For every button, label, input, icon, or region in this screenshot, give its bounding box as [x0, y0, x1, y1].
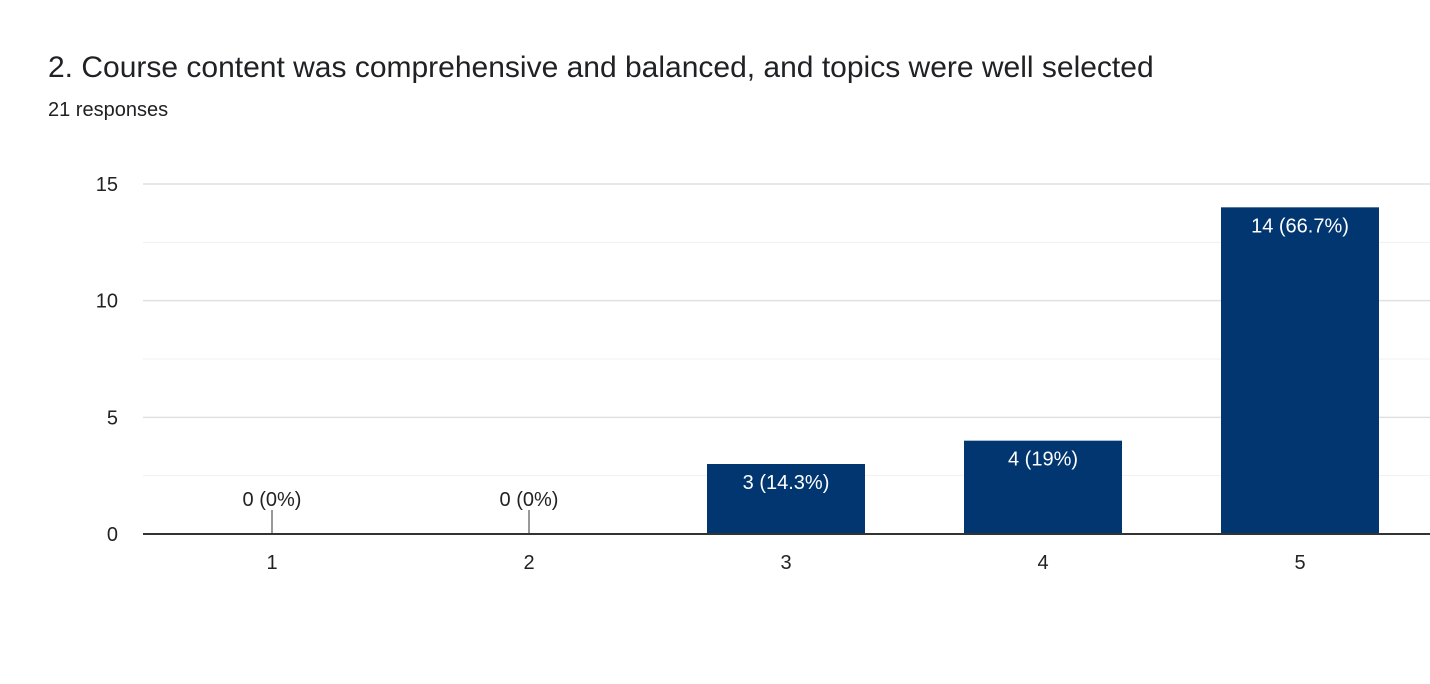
- x-tick-label: 3: [780, 552, 791, 574]
- bar: [1221, 207, 1379, 535]
- bar: [964, 440, 1122, 534]
- data-label: 0 (0%): [500, 489, 559, 511]
- x-tick-label: 5: [1294, 552, 1305, 574]
- x-tick-label: 2: [523, 552, 534, 574]
- bar: [707, 464, 865, 534]
- y-tick-label: 10: [96, 291, 118, 313]
- bars: 0 (0%) 0 (0%) 3 (14.3%) 4 (19%) 14 (66.7%): [243, 207, 1379, 535]
- y-tick-label: 5: [107, 407, 118, 429]
- y-tick-label: 0: [107, 524, 118, 546]
- x-tick-label: 4: [1037, 552, 1048, 574]
- x-axis-ticks: 1 2 3 4 5: [266, 552, 1305, 574]
- y-tick-label: 15: [96, 174, 118, 196]
- y-axis-ticks: 0 5 10 15: [96, 174, 118, 546]
- x-tick-label: 1: [266, 552, 277, 574]
- chart-title: 2. Course content was comprehensive and …: [48, 51, 1154, 84]
- data-label: 3 (14.3%): [743, 472, 830, 494]
- data-label: 14 (66.7%): [1251, 215, 1349, 237]
- data-label: 0 (0%): [243, 489, 302, 511]
- data-label: 4 (19%): [1008, 449, 1078, 471]
- grid-lines: [143, 183, 1430, 477]
- response-count: 21 responses: [48, 99, 169, 121]
